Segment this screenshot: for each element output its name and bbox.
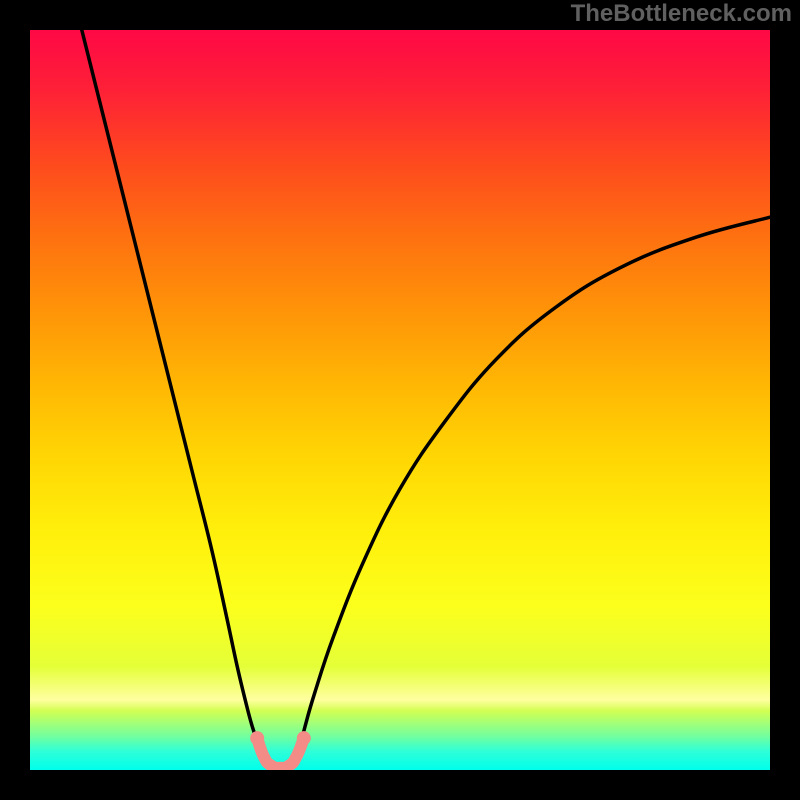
floor-marker-dot (250, 731, 264, 745)
floor-marker-dot (297, 731, 311, 745)
chart-canvas: TheBottleneck.com (0, 0, 800, 800)
gradient-background (30, 30, 770, 770)
bottleneck-chart (0, 0, 800, 800)
watermark-text: TheBottleneck.com (571, 0, 792, 28)
